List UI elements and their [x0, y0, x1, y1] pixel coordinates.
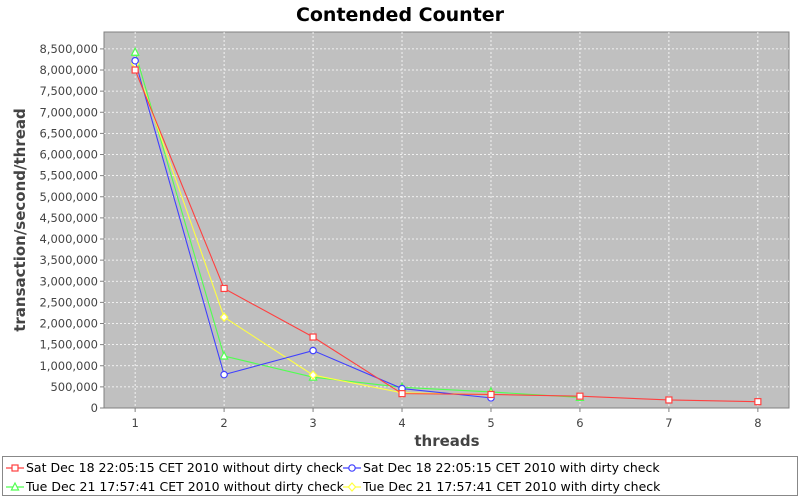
y-tick-label: 0	[91, 401, 98, 415]
x-tick-label: 2	[220, 416, 227, 430]
circle-marker	[348, 464, 356, 472]
legend-label: Tue Dec 21 17:57:41 CET 2010 without dir…	[26, 479, 344, 494]
series-1	[131, 56, 495, 402]
legend-item: Sat Dec 18 22:05:15 CET 2010 without dir…	[6, 459, 343, 477]
triangle-marker	[219, 350, 229, 360]
y-tick-label: 1,500,000	[39, 338, 98, 352]
legend-swatch	[343, 482, 361, 492]
y-tick-label: 4,500,000	[39, 211, 98, 225]
circle-marker	[220, 370, 228, 379]
square-marker	[131, 66, 139, 74]
y-tick-label: 3,500,000	[39, 253, 98, 267]
legend-label: Tue Dec 21 17:57:41 CET 2010 with dirty …	[363, 479, 661, 494]
series-lines	[130, 46, 762, 406]
legend: Sat Dec 18 22:05:15 CET 2010 without dir…	[2, 456, 798, 496]
y-tick-label: 6,500,000	[39, 126, 98, 140]
y-axis: 0 500,000 1,000,000 1,500,000 2,000,000 2,500…	[39, 42, 104, 415]
y-tick-label: 8,000,000	[39, 63, 98, 77]
y-tick-label: 4,000,000	[39, 232, 98, 246]
legend-swatch	[6, 481, 24, 491]
series-0	[131, 66, 762, 406]
legend-swatch	[343, 464, 361, 472]
diamond-marker	[219, 312, 229, 323]
x-tick-label: 7	[665, 416, 672, 430]
y-tick-label: 2,000,000	[39, 317, 98, 331]
x-tick-label: 5	[487, 416, 494, 430]
y-tick-label: 2,500,000	[39, 295, 98, 309]
square-marker	[754, 398, 762, 406]
x-tick-label: 4	[398, 416, 405, 430]
square-marker	[11, 464, 19, 472]
square-marker	[309, 333, 317, 341]
series-line	[134, 52, 580, 398]
circle-marker	[309, 346, 317, 355]
legend-item: Tue Dec 21 17:57:41 CET 2010 with dirty …	[343, 478, 660, 496]
plot-area	[103, 31, 790, 409]
y-tick-label: 3,000,000	[39, 274, 98, 288]
square-marker	[665, 396, 673, 404]
y-tick-label: 8,500,000	[39, 42, 98, 56]
y-tick-label: 7,500,000	[39, 84, 98, 98]
legend-item: Tue Dec 21 17:57:41 CET 2010 without dir…	[6, 478, 344, 496]
x-axis-title: threads	[414, 432, 479, 450]
x-tick-label: 6	[576, 416, 583, 430]
y-tick-label: 1,000,000	[39, 359, 98, 373]
y-tick-label: 6,000,000	[39, 148, 98, 162]
diamond-marker	[308, 370, 318, 380]
diamond-marker	[347, 482, 357, 492]
x-tick-label: 3	[309, 416, 316, 430]
square-marker	[220, 284, 228, 293]
grid-lines	[104, 32, 789, 408]
x-tick-label: 8	[754, 416, 761, 430]
legend-label: Sat Dec 18 22:05:15 CET 2010 with dirty …	[363, 460, 660, 475]
circle-marker	[131, 56, 139, 65]
square-marker	[398, 390, 406, 398]
triangle-marker	[130, 46, 140, 56]
square-marker	[576, 392, 584, 400]
series-line	[134, 69, 758, 403]
square-marker	[487, 390, 495, 399]
x-axis: 1 2 3 4 5 6 7 8	[131, 408, 762, 430]
chart-title: Contended Counter	[296, 4, 505, 26]
legend-label: Sat Dec 18 22:05:15 CET 2010 without dir…	[26, 460, 344, 475]
x-tick-label: 1	[131, 416, 138, 430]
y-tick-label: 500,000	[50, 380, 98, 394]
y-tick-label: 5,500,000	[39, 169, 98, 183]
y-tick-label: 5,000,000	[39, 190, 98, 204]
legend-item: Sat Dec 18 22:05:15 CET 2010 with dirty …	[343, 459, 660, 477]
triangle-marker	[10, 481, 20, 491]
y-axis-title: transaction/second/thread	[11, 108, 29, 332]
y-tick-label: 7,000,000	[39, 105, 98, 119]
legend-swatch	[6, 464, 24, 472]
